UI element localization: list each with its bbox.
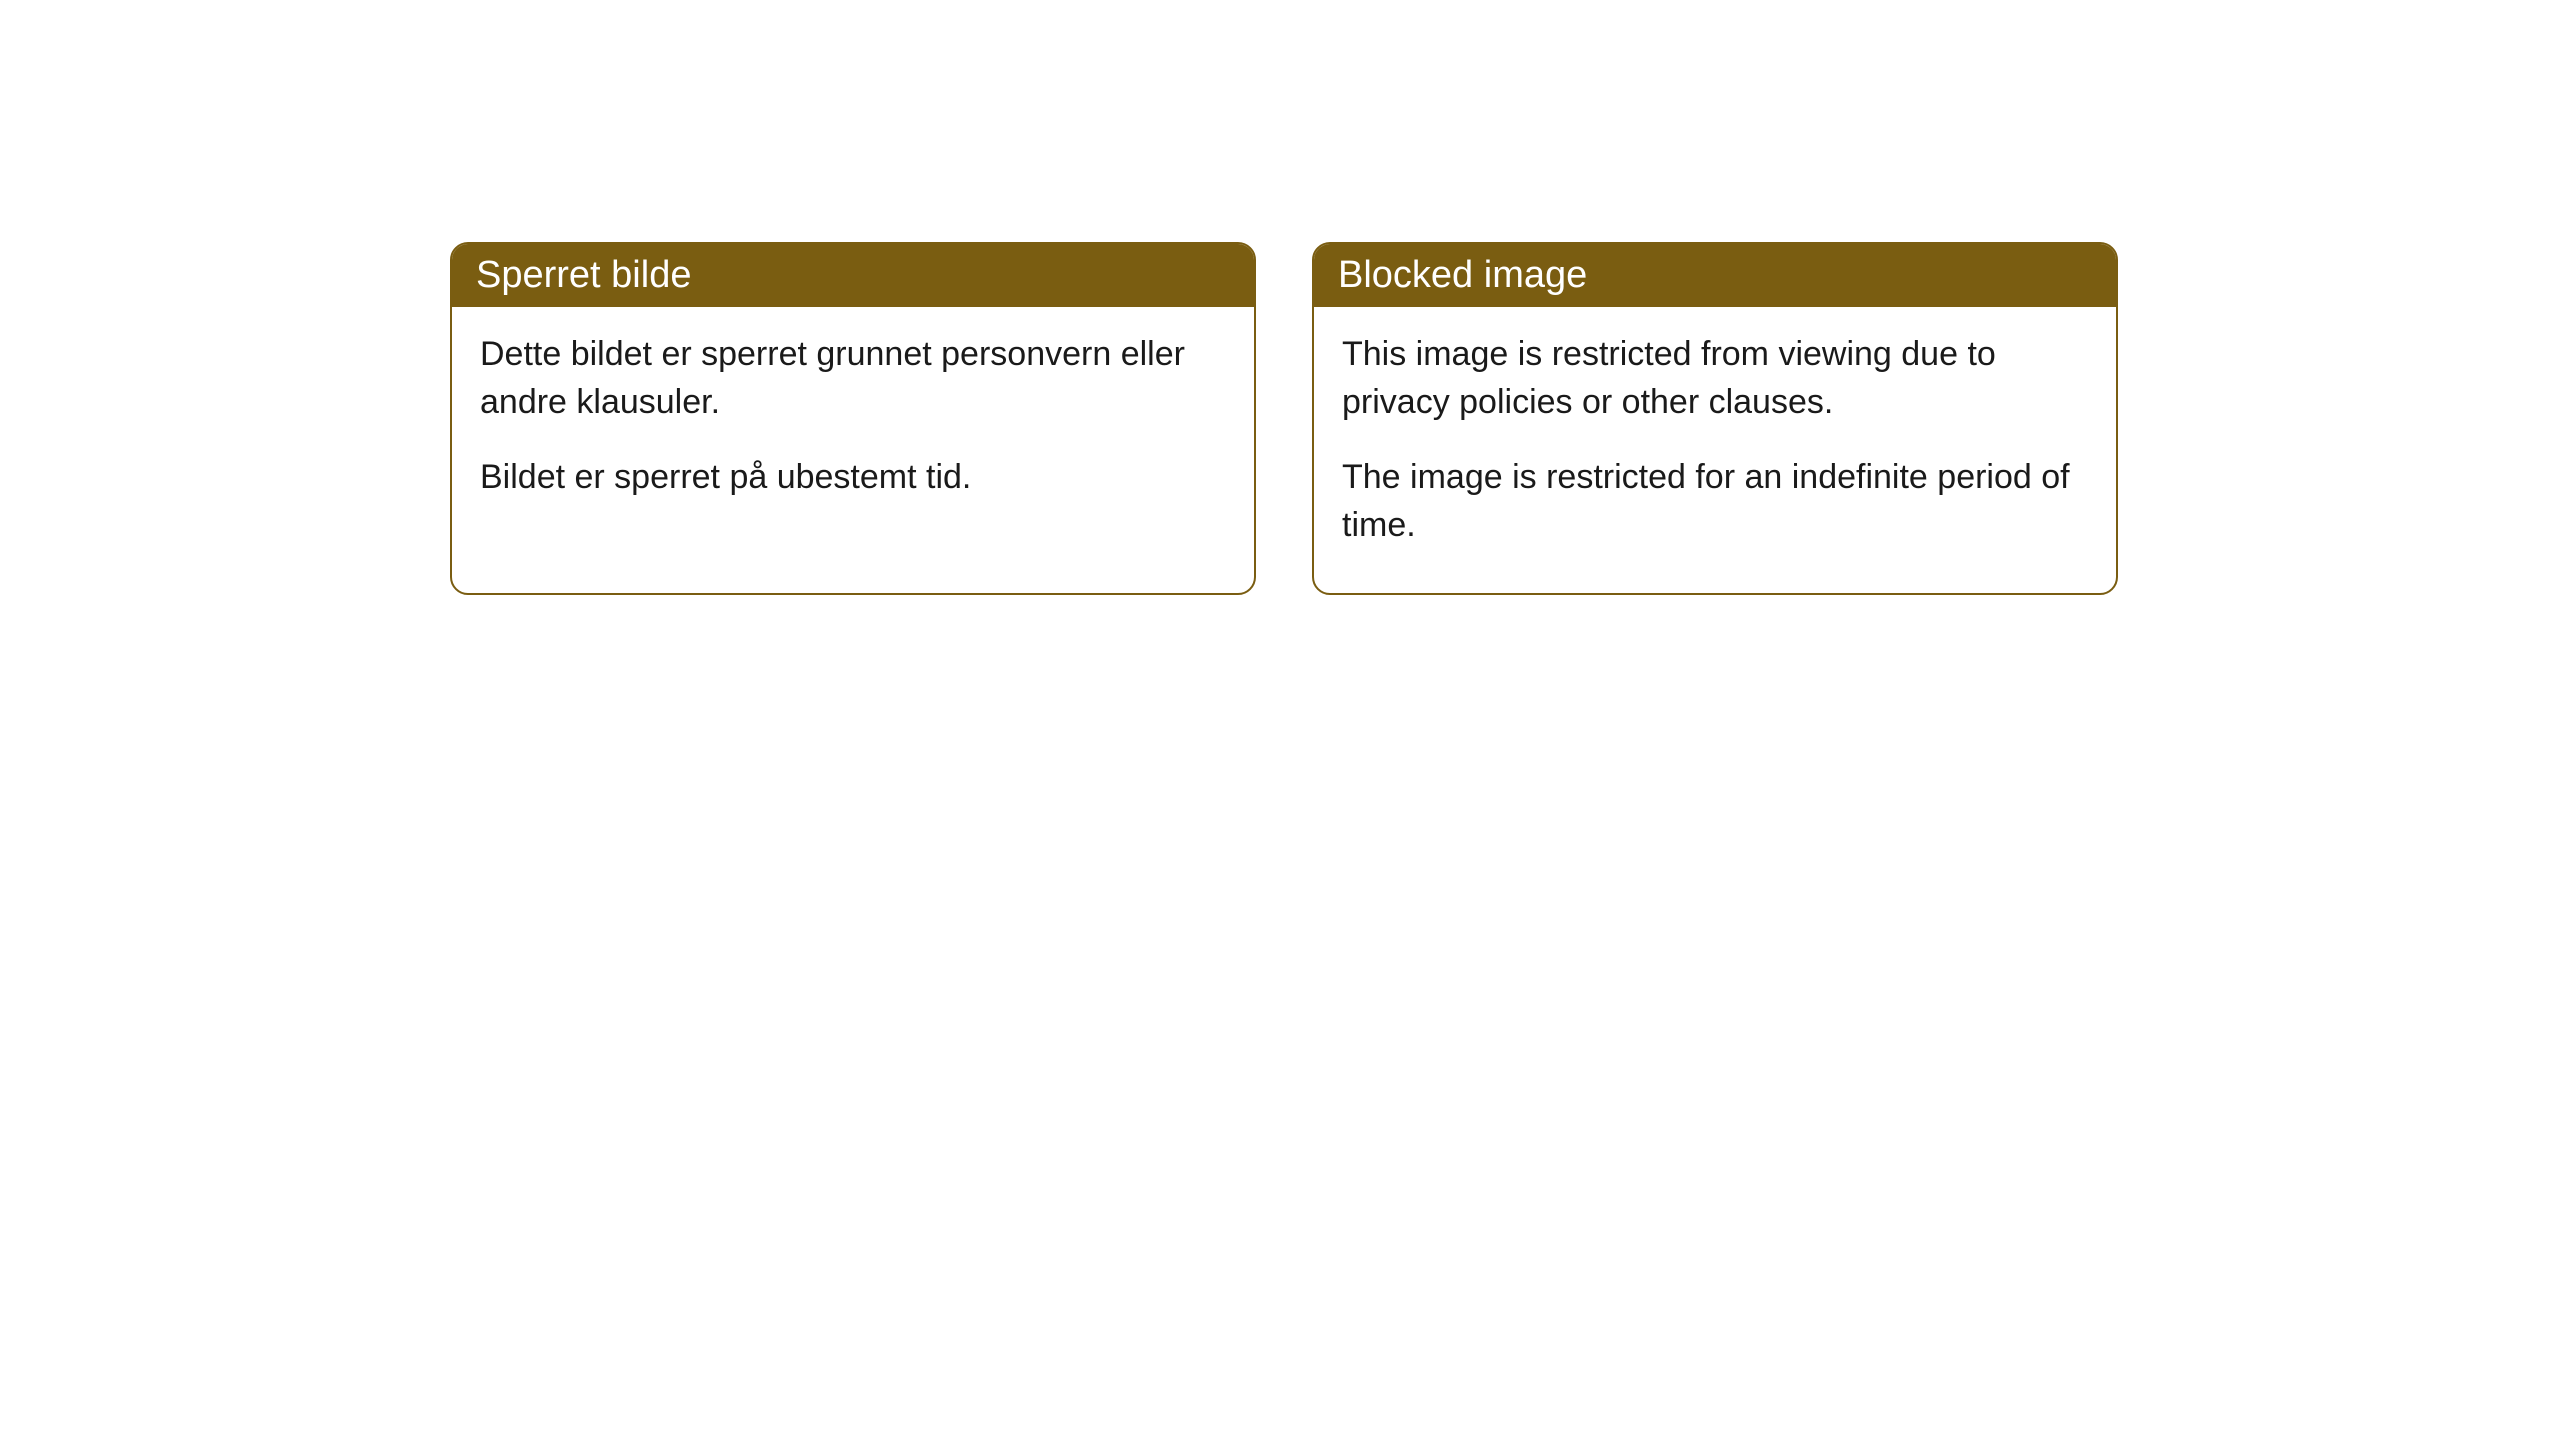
card-paragraph1-english: This image is restricted from viewing du… [1342,331,2088,426]
card-body-english: This image is restricted from viewing du… [1314,307,2116,593]
card-header-norwegian: Sperret bilde [452,244,1254,307]
blocked-image-card-english: Blocked image This image is restricted f… [1312,242,2118,595]
card-paragraph2-norwegian: Bildet er sperret på ubestemt tid. [480,454,1226,502]
card-body-norwegian: Dette bildet er sperret grunnet personve… [452,307,1254,546]
card-title-english: Blocked image [1338,254,1587,296]
card-title-norwegian: Sperret bilde [476,254,691,296]
card-paragraph2-english: The image is restricted for an indefinit… [1342,454,2088,549]
blocked-image-card-norwegian: Sperret bilde Dette bildet er sperret gr… [450,242,1256,595]
cards-container: Sperret bilde Dette bildet er sperret gr… [0,0,2560,595]
card-paragraph1-norwegian: Dette bildet er sperret grunnet personve… [480,331,1226,426]
card-header-english: Blocked image [1314,244,2116,307]
